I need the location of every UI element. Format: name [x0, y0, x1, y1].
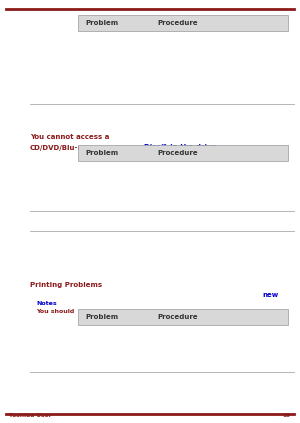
Text: new: new [263, 292, 279, 298]
Text: You cannot access a: You cannot access a [30, 135, 110, 140]
Text: Procedure: Procedure [158, 150, 198, 156]
Text: Problem: Problem [85, 20, 118, 26]
Text: Procedure: Procedure [158, 314, 198, 320]
Text: 69: 69 [283, 412, 291, 418]
Text: You should: You should [36, 309, 74, 314]
Text: Procedure: Procedure [158, 20, 198, 26]
FancyBboxPatch shape [78, 145, 288, 161]
Text: Toshiba User: Toshiba User [9, 412, 52, 418]
Text: Problem: Problem [85, 150, 118, 156]
Text: CD/DVD/Blu-ray: CD/DVD/Blu-ray [30, 145, 91, 151]
Text: Printing Problems: Printing Problems [30, 283, 102, 288]
Text: Disc™ in the drive: Disc™ in the drive [144, 144, 216, 150]
Text: Notes: Notes [36, 301, 57, 306]
FancyBboxPatch shape [78, 15, 288, 31]
Text: Problem: Problem [85, 314, 118, 320]
FancyBboxPatch shape [78, 309, 288, 325]
